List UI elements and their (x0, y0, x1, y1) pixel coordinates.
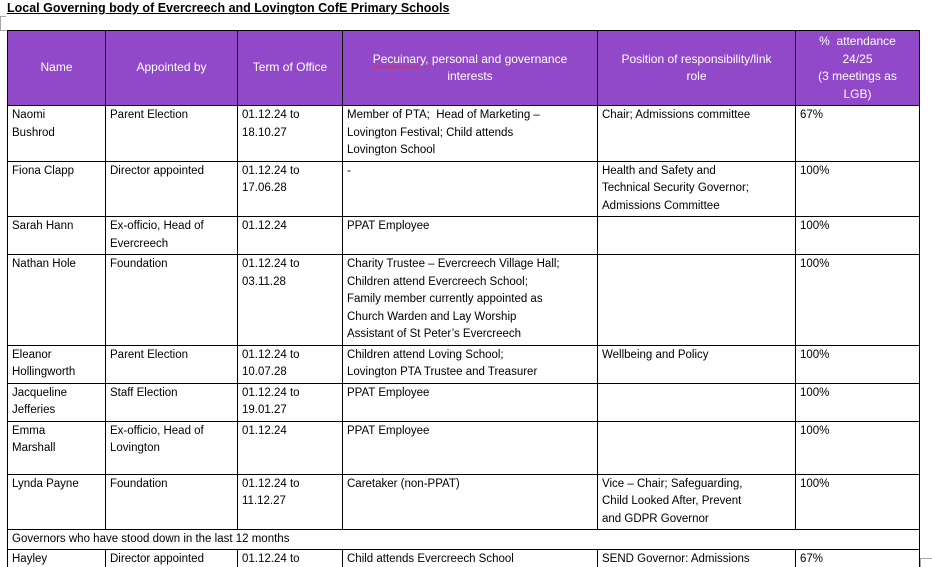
cell-interests: Member of PTA; Head of Marketing – Lovin… (342, 105, 598, 162)
cell-appointed-by: Parent Election (105, 344, 238, 384)
cell-position (597, 382, 796, 422)
cell-appointed-by: Ex-officio, Head of Lovington (105, 420, 238, 475)
cell-appointed-by: Ex-officio, Head of Evercreech (105, 216, 238, 255)
cell-interests: Charity Trustee – Evercreech Village Hal… (342, 254, 598, 346)
table-row: Fiona Clapp Director appointed 01.12.24 … (7, 160, 920, 217)
cell-attendance: 100% (795, 473, 920, 530)
table-row: Sarah Hann Ex-officio, Head of Evercreec… (7, 216, 920, 255)
cell-name: Nathan Hole (7, 254, 106, 346)
cell-interests: Child attends Evercreech School (342, 549, 598, 567)
header-appointed-by: Appointed by (105, 30, 238, 106)
cell-interests: - (342, 160, 598, 217)
table-row: Jacqueline Jefferies Staff Election 01.1… (7, 382, 920, 422)
cell-attendance: 100% (795, 160, 920, 217)
cell-name: Emma Marshall (7, 420, 106, 475)
text-cursor-artifact (0, 16, 6, 31)
cell-interests: Caretaker (non-PPAT) (342, 473, 598, 530)
header-interests-rest: personal and governance interests (431, 51, 568, 84)
header-name: Name (7, 30, 106, 106)
page-title: Local Governing body of Evercreech and L… (7, 1, 450, 15)
cell-position: Health and Safety and Technical Security… (597, 160, 796, 217)
section-divider-row: Governors who have stood down in the las… (7, 529, 920, 550)
cell-position: Wellbeing and Policy (597, 344, 796, 384)
header-interests: Pecuinary, personal and governance inter… (342, 30, 598, 106)
cell-attendance: 100% (795, 216, 920, 255)
cell-interests: PPAT Employee (342, 420, 598, 475)
section-label: Governors who have stood down in the las… (7, 529, 920, 550)
cell-name: Lynda Payne (7, 473, 106, 530)
cell-term: 01.12.24 to 19.01.27 (237, 382, 343, 422)
cell-appointed-by: Director appointed (105, 160, 238, 217)
table-row: Naomi Bushrod Parent Election 01.12.24 t… (7, 105, 920, 162)
cell-term: 01.12.24 (237, 420, 343, 475)
cell-interests: PPAT Employee (342, 216, 598, 255)
cell-attendance: 100% (795, 382, 920, 422)
cell-term: 01.12.24 (237, 216, 343, 255)
table-header-row: Name Appointed by Term of Office Pecuina… (7, 30, 920, 106)
misspelled-word: Pecuinary, (372, 51, 429, 66)
cell-term: 01.12.24 to 03.11.28 (237, 254, 343, 346)
cell-attendance: 100% (795, 344, 920, 384)
cell-term: 01.12.24 to 11.12.27 (237, 473, 343, 530)
header-term-of-office: Term of Office (237, 30, 343, 106)
cell-attendance: 67% (795, 549, 920, 567)
cell-name: Eleanor Hollingworth (7, 344, 106, 384)
cell-position: Chair; Admissions committee (597, 105, 796, 162)
cell-position: Vice – Chair; Safeguarding, Child Looked… (597, 473, 796, 530)
table-row: Nathan Hole Foundation 01.12.24 to 03.11… (7, 254, 920, 346)
cell-attendance: 100% (795, 254, 920, 346)
cell-appointed-by: Foundation (105, 254, 238, 346)
cell-position (597, 420, 796, 475)
cell-appointed-by: Director appointed (105, 549, 238, 567)
cell-attendance: 100% (795, 420, 920, 475)
cell-interests: Children attend Loving School; Lovington… (342, 344, 598, 384)
cell-name: Sarah Hann (7, 216, 106, 255)
table-row: Eleanor Hollingworth Parent Election 01.… (7, 344, 920, 384)
governors-table: Name Appointed by Term of Office Pecuina… (7, 30, 920, 567)
cell-name: Fiona Clapp (7, 160, 106, 217)
header-position: Position of responsibility/link role (597, 30, 796, 106)
cell-term: 01.12.24 to 14.09.25 (237, 549, 343, 567)
cell-appointed-by: Staff Election (105, 382, 238, 422)
cell-appointed-by: Foundation (105, 473, 238, 530)
cell-term: 01.12.24 to 17.06.28 (237, 160, 343, 217)
cell-position (597, 254, 796, 346)
table-row: Lynda Payne Foundation 01.12.24 to 11.12… (7, 473, 920, 530)
cell-position (597, 216, 796, 255)
cell-name: Hayley Dawkins (7, 549, 106, 567)
cell-name: Jacqueline Jefferies (7, 382, 106, 422)
cell-term: 01.12.24 to 10.07.28 (237, 344, 343, 384)
table-right-border-stub (919, 555, 920, 562)
cell-name: Naomi Bushrod (7, 105, 106, 162)
cell-term: 01.12.24 to 18.10.27 (237, 105, 343, 162)
header-attendance: % attendance 24/25 (3 meetings as LGB) (795, 30, 920, 106)
cell-interests: PPAT Employee (342, 382, 598, 422)
table-resize-corner (920, 558, 932, 567)
table-row: Emma Marshall Ex-officio, Head of Loving… (7, 420, 920, 475)
table-row: Hayley Dawkins Director appointed 01.12.… (7, 549, 920, 567)
cell-position: SEND Governor: Admissions Committee (597, 549, 796, 567)
cell-attendance: 67% (795, 105, 920, 162)
cell-appointed-by: Parent Election (105, 105, 238, 162)
